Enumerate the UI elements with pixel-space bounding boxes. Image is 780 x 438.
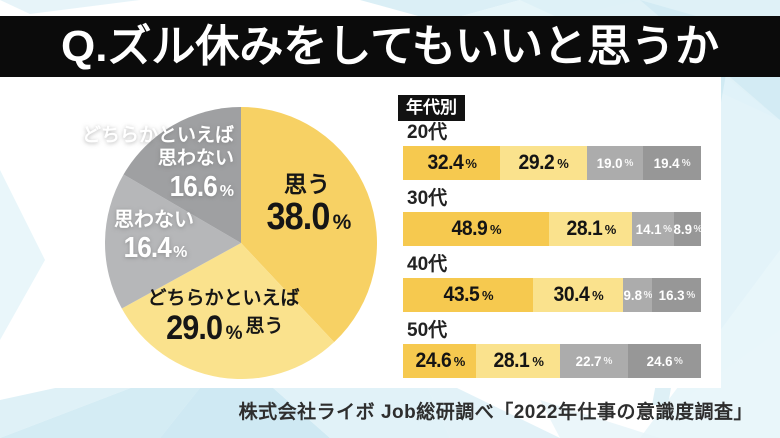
- bar-segment-number: 19.0: [596, 155, 623, 171]
- age-group-label: 40代: [407, 254, 448, 275]
- percent-sign: %: [532, 353, 544, 369]
- bar-segment-number: 28.1: [493, 349, 530, 372]
- bar-segment: 30.4%: [532, 278, 624, 312]
- bar-segment-number: 9.8: [623, 287, 643, 303]
- bar-segment-number: 43.5: [443, 283, 480, 306]
- bar-segment: 28.1%: [548, 212, 633, 246]
- bar-segment: 43.5%: [403, 278, 533, 312]
- age-breakdown-heading: 年代別: [398, 95, 465, 121]
- bar-segment-number: 8.9: [673, 221, 693, 237]
- bar-segment: 29.2%: [499, 146, 587, 180]
- pie-slice: [105, 174, 241, 309]
- percent-sign: %: [481, 287, 494, 303]
- bar-segment-number: 24.6: [646, 353, 673, 369]
- pie-slice: [121, 243, 335, 380]
- title-banner: Q.ズル休みをしてもいいと思うか: [0, 16, 780, 77]
- pie-slice: [123, 107, 241, 243]
- bar-segment: 32.4%: [403, 146, 500, 180]
- percent-sign: %: [557, 155, 569, 171]
- bar-segment-number: 30.4: [553, 283, 590, 306]
- percent-sign: %: [453, 353, 466, 369]
- pie-chart: [105, 107, 378, 380]
- age-group-label: 50代: [407, 320, 448, 341]
- bar-segment-number: 28.1: [566, 217, 603, 240]
- bar-segment: 48.9%: [403, 212, 549, 246]
- percent-sign: %: [465, 155, 477, 171]
- age-group-label: 30代: [407, 188, 448, 209]
- bar-segment-number: 48.9: [451, 217, 488, 240]
- stacked-bar: 48.9% 28.1% 14.1% 8.9%: [403, 212, 703, 246]
- percent-sign: %: [490, 221, 502, 237]
- bar-segment: 28.1%: [476, 344, 561, 378]
- bar-segment: 19.0%: [586, 146, 644, 180]
- bar-segment-number: 24.6: [415, 349, 452, 372]
- stacked-bar: 24.6% 28.1% 22.7% 24.6%: [403, 344, 701, 378]
- percent-sign: %: [686, 289, 696, 301]
- bar-segment-number: 16.3: [658, 287, 685, 303]
- percent-sign: %: [693, 223, 703, 235]
- page-title: Q.ズル休みをしてもいいと思うか: [60, 22, 720, 71]
- bar-segment: 19.4%: [643, 146, 701, 180]
- age-group-label: 20代: [407, 122, 448, 143]
- percent-sign: %: [673, 355, 683, 367]
- percent-sign: %: [643, 289, 653, 301]
- stacked-bar: 43.5% 30.4% 9.8% 16.3%: [403, 278, 701, 312]
- bar-segment: 24.6%: [627, 344, 701, 378]
- percent-sign: %: [624, 157, 634, 169]
- percent-sign: %: [681, 157, 691, 169]
- bar-segment: 24.6%: [403, 344, 477, 378]
- percent-sign: %: [603, 355, 613, 367]
- bar-segment: 9.8%: [623, 278, 653, 312]
- source-credit: 株式会社ライボ Job総研調べ「2022年仕事の意識度調査」: [238, 402, 753, 423]
- percent-sign: %: [604, 221, 617, 237]
- age-bar-chart: 20代 32.4% 29.2% 19.0% 19.4% 30代 48.9% 28.1% 14.1…: [403, 122, 703, 378]
- bar-segment: 16.3%: [652, 278, 701, 312]
- percent-sign: %: [592, 287, 604, 303]
- percent-sign: %: [663, 223, 673, 235]
- bar-segment: 14.1%: [632, 212, 675, 246]
- bar-segment-number: 19.4: [654, 155, 681, 171]
- bar-segment-number: 29.2: [518, 151, 555, 174]
- pie-slice: [241, 107, 378, 343]
- bar-segment-number: 32.4: [427, 151, 463, 174]
- bar-segment: 22.7%: [560, 344, 628, 378]
- stacked-bar: 32.4% 29.2% 19.0% 19.4%: [403, 146, 701, 180]
- bar-segment-number: 14.1: [635, 221, 662, 237]
- bar-segment-number: 22.7: [575, 353, 602, 369]
- bar-segment: 8.9%: [673, 212, 703, 246]
